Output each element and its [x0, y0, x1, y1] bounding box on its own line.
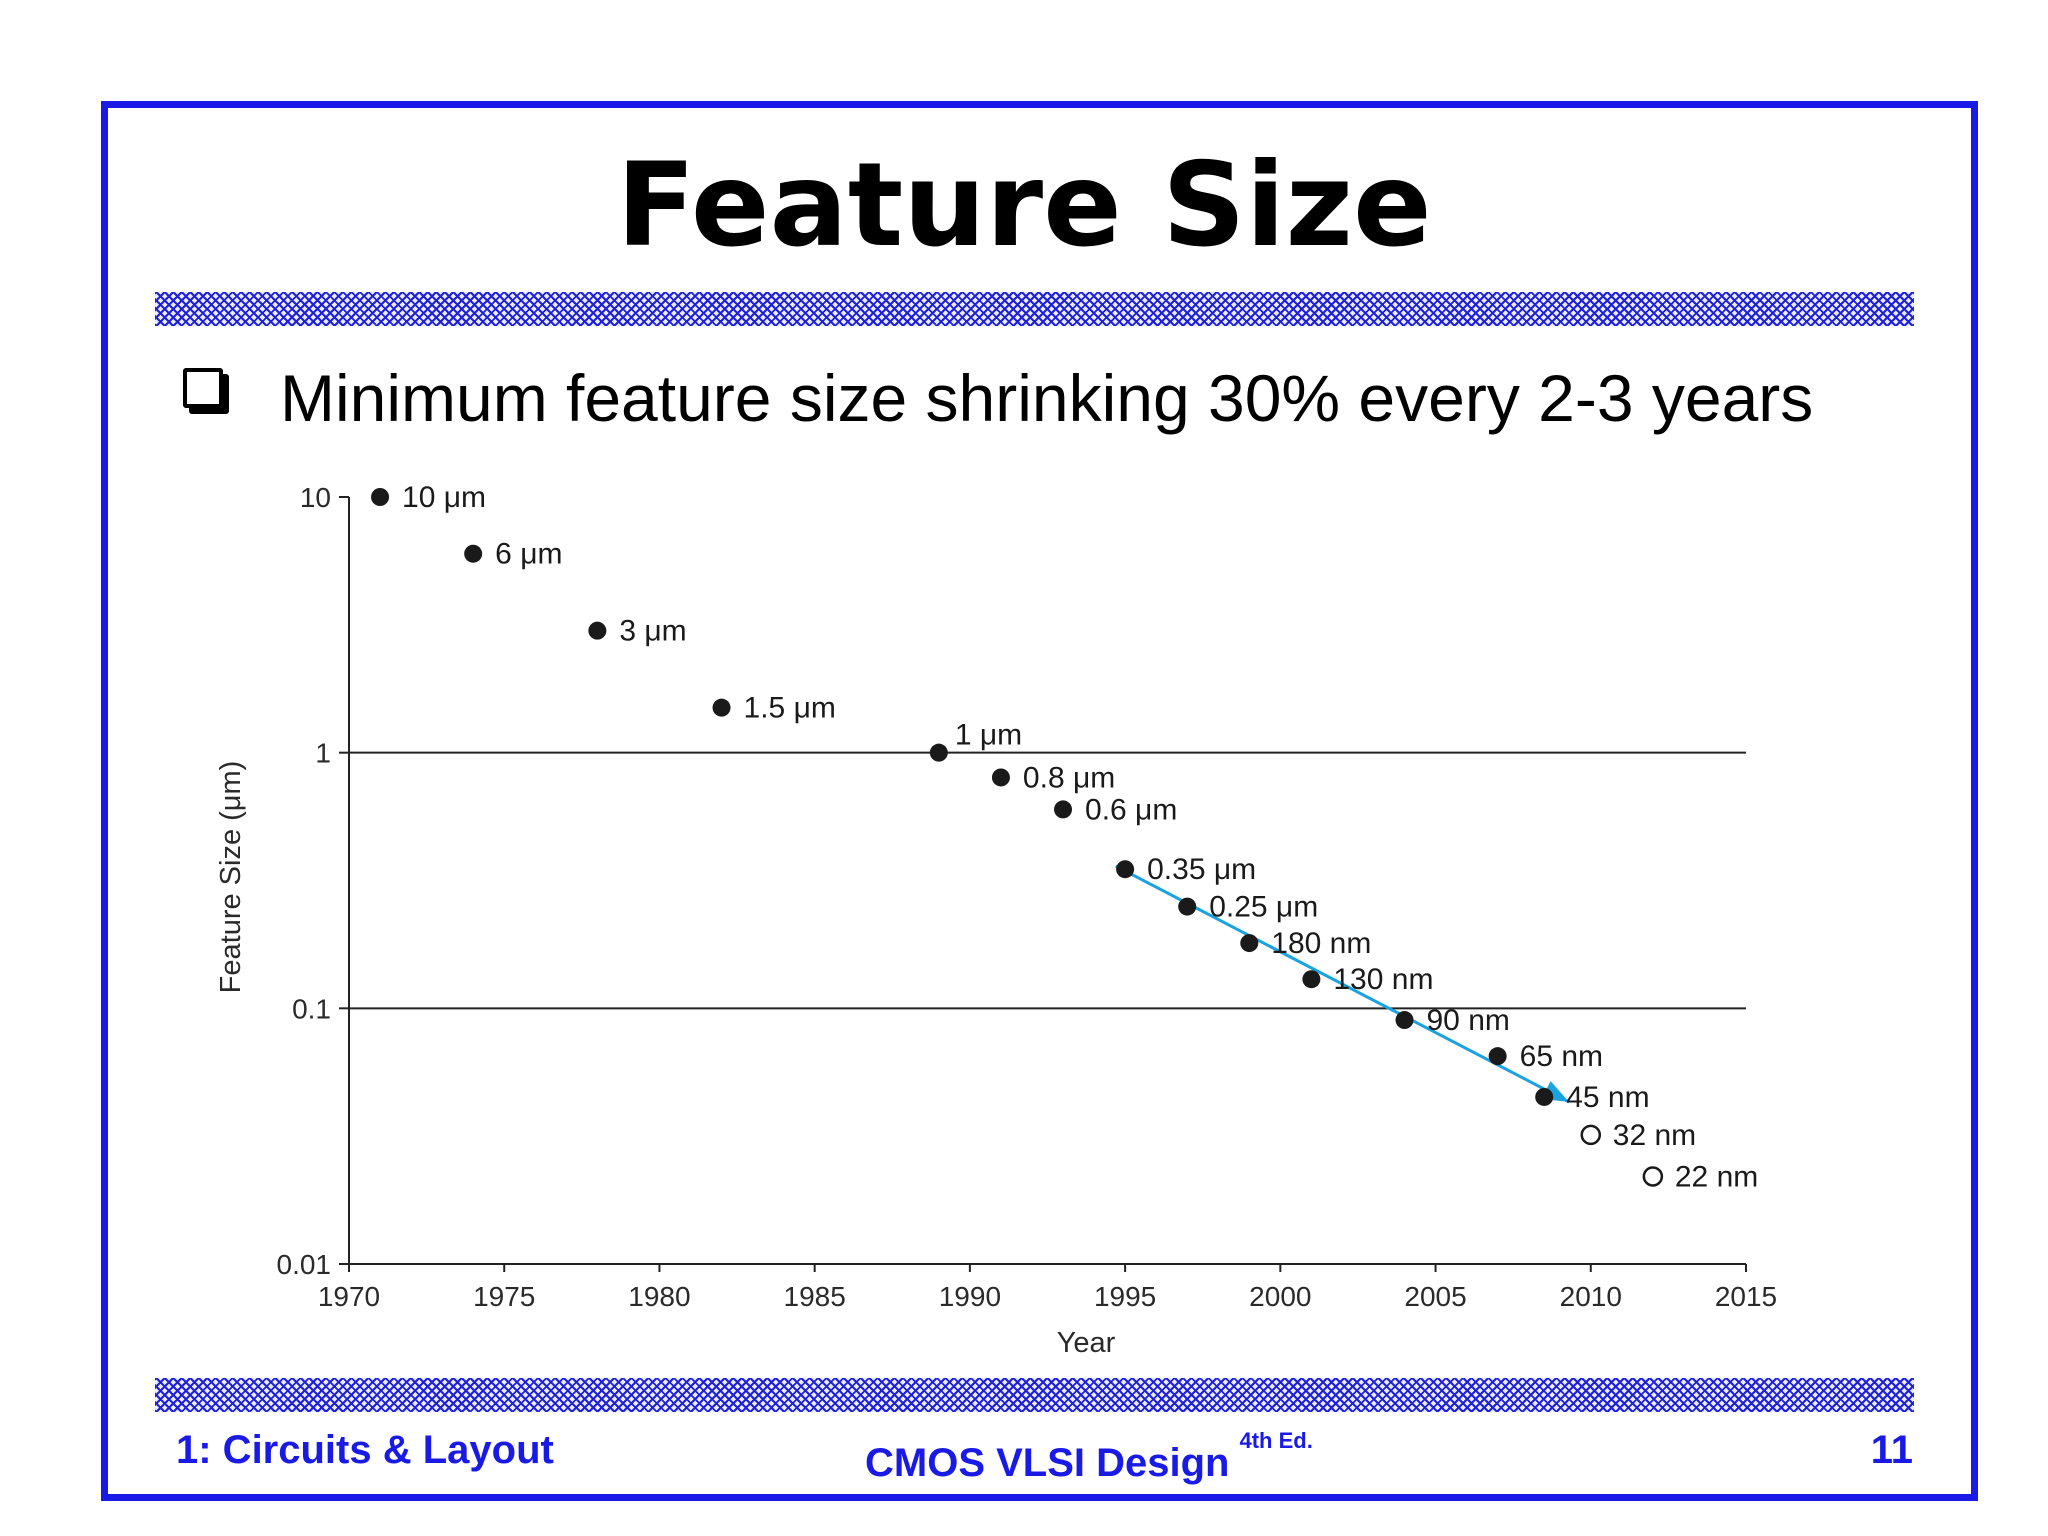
data-point [1488, 1047, 1507, 1066]
data-point-projected [1642, 1166, 1664, 1187]
x-tick-label: 2015 [1715, 1281, 1777, 1312]
x-tick-label: 2005 [1404, 1281, 1466, 1312]
title-divider [155, 292, 1914, 326]
footer-divider [155, 1378, 1914, 1412]
data-label: 3 μm [619, 615, 686, 648]
data-point [1054, 800, 1073, 819]
y-tick-label: 10 [300, 482, 331, 513]
data-point [464, 544, 483, 563]
slide-title: Feature Size [616, 138, 1432, 273]
data-point [1302, 970, 1321, 989]
data-label: 0.6 μm [1085, 793, 1177, 826]
footer-edition: 4th Ed. [1239, 1428, 1313, 1453]
data-point [1395, 1011, 1414, 1030]
data-label: 32 nm [1613, 1119, 1696, 1152]
data-label: 90 nm [1427, 1004, 1510, 1037]
x-axis-title: Year [1057, 1327, 1116, 1359]
data-label: 130 nm [1333, 963, 1433, 996]
data-label: 0.35 μm [1147, 853, 1256, 886]
y-tick-label: 0.01 [277, 1249, 332, 1280]
data-point [1535, 1087, 1554, 1106]
x-tick-label: 2000 [1249, 1281, 1311, 1312]
x-tick-label: 1995 [1094, 1281, 1156, 1312]
data-label: 6 μm [495, 538, 562, 571]
x-tick-label: 2010 [1560, 1281, 1622, 1312]
gridlines [349, 751, 1746, 1010]
y-tick-label: 0.1 [292, 993, 331, 1024]
x-tick-label: 1990 [939, 1281, 1001, 1312]
data-label: 1.5 μm [744, 692, 836, 725]
footer-course: CMOS VLSI Design 4th Ed. [865, 1428, 1313, 1486]
x-tick-label: 1970 [318, 1281, 380, 1312]
data-point-projected [1580, 1124, 1602, 1146]
bullet-text: Minimum feature size shrinking 30% every… [280, 361, 1814, 435]
x-tick-label: 1985 [784, 1281, 846, 1312]
data-label: 0.25 μm [1209, 891, 1318, 924]
data-label: 45 nm [1566, 1081, 1649, 1114]
data-point [1178, 897, 1197, 916]
data-label: 1 μm [955, 719, 1022, 752]
data-label: 65 nm [1520, 1040, 1603, 1073]
data-label: 10 μm [402, 481, 486, 514]
data-point [588, 621, 607, 640]
slide-frame [101, 101, 1978, 1501]
y-tick-label: 1 [315, 738, 331, 769]
data-point [1116, 860, 1135, 879]
bullet-square-icon [183, 368, 223, 408]
footer-chapter: 1: Circuits & Layout [176, 1428, 554, 1472]
data-point [991, 768, 1010, 787]
x-tick-label: 1975 [473, 1281, 535, 1312]
y-axis-title: Feature Size (μm) [215, 761, 247, 994]
data-point [1240, 934, 1259, 953]
page-number: 11 [1870, 1428, 1913, 1472]
data-point [929, 743, 948, 762]
x-tick-label: 1980 [628, 1281, 690, 1312]
data-label: 0.8 μm [1023, 761, 1115, 794]
data-label: 22 nm [1675, 1160, 1758, 1193]
data-point [371, 488, 390, 506]
data-points: 10 μm 6 μm 3 μm 1.5 μm 1 μm0.8 μm0.6 μm 0.35 … [371, 481, 1758, 1193]
data-label: 180 nm [1271, 927, 1371, 960]
data-point [712, 698, 731, 717]
footer-course-title: CMOS VLSI Design [865, 1441, 1230, 1485]
